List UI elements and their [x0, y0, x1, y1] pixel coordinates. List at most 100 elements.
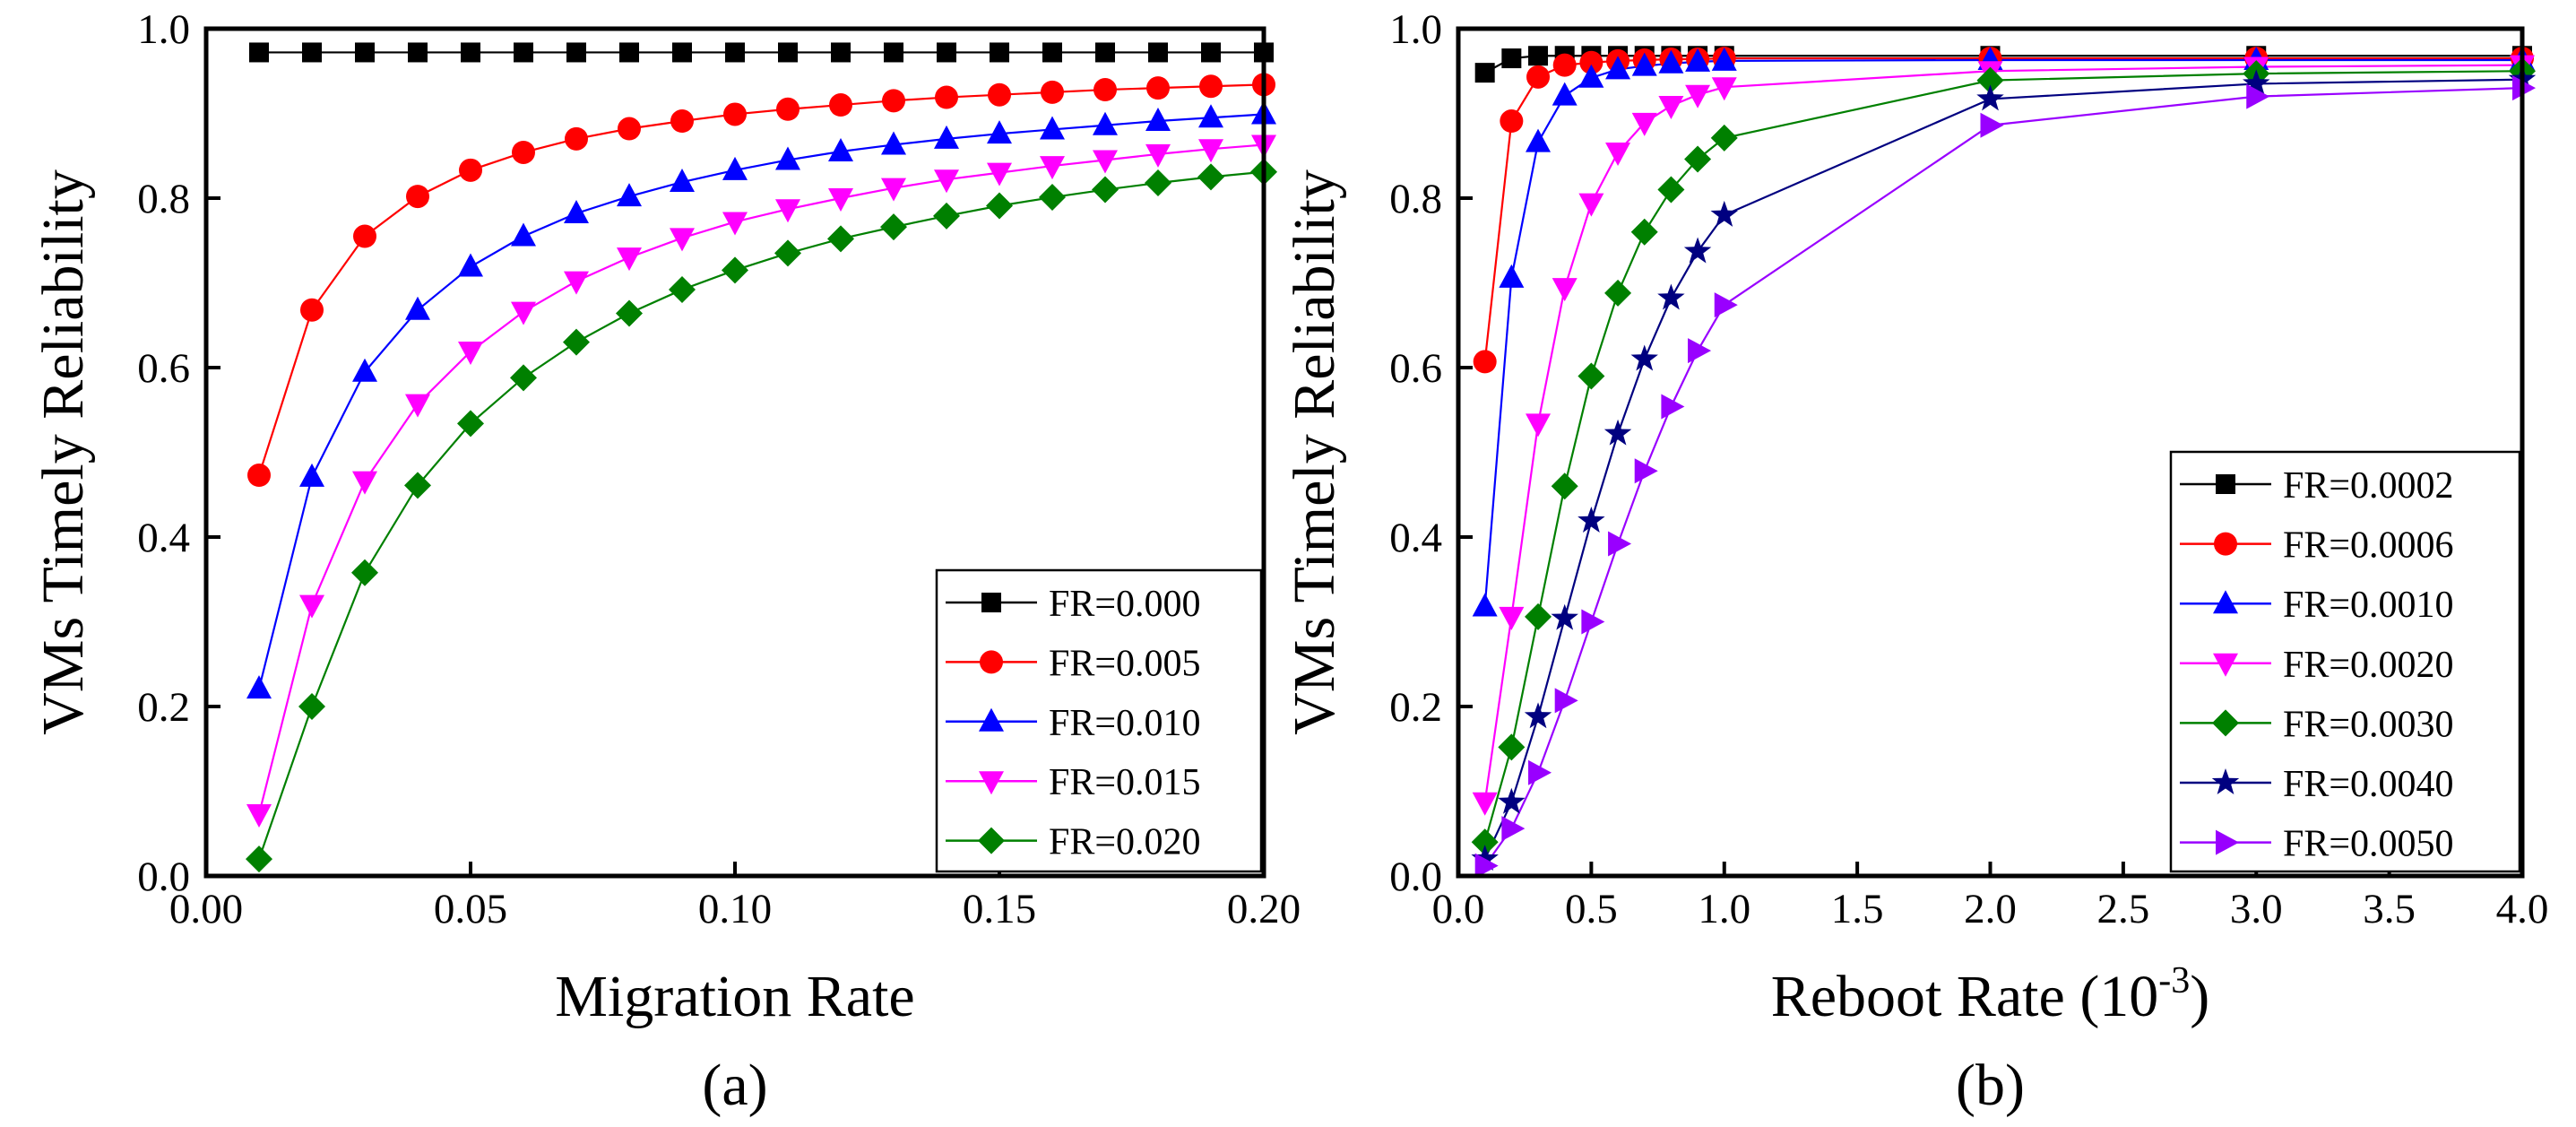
- data-point: [829, 93, 852, 117]
- x-tick-label: 2.0: [1964, 886, 2017, 932]
- data-point: [987, 120, 1012, 144]
- data-point: [1630, 218, 1658, 246]
- x-tick-label: 0.5: [1565, 886, 1618, 932]
- data-point: [246, 675, 272, 699]
- data-point: [1474, 853, 1499, 879]
- x-tick-label: 1.5: [1831, 886, 1884, 932]
- data-point: [722, 256, 748, 284]
- y-tick-label: 1.0: [137, 6, 190, 53]
- data-point: [987, 162, 1012, 186]
- y-tick-label: 0.6: [1389, 345, 1442, 392]
- data-point: [1498, 787, 1526, 814]
- data-point: [828, 188, 853, 212]
- data-point: [1685, 84, 1711, 108]
- legend-label: FR=0.0030: [2283, 704, 2454, 745]
- data-point: [1197, 163, 1224, 191]
- data-point: [299, 594, 324, 619]
- data-point: [1472, 792, 1498, 816]
- data-point: [774, 239, 801, 267]
- data-point: [1578, 507, 1605, 533]
- panel-b-chart: 0.0 0.5 1.0 1.5 2.0 2.5 3.0 3.5 4.0 0.0 0.2 0.4 0.6 0…: [1282, 6, 2548, 1118]
- y-tick-label: 0.2: [1389, 684, 1442, 731]
- data-point: [1630, 344, 1658, 371]
- data-point: [511, 222, 536, 247]
- legend-entry: FR=0.010: [946, 703, 1201, 744]
- data-point: [565, 126, 588, 151]
- data-point: [1199, 74, 1223, 99]
- data-point: [247, 464, 271, 488]
- data-point: [988, 82, 1011, 107]
- data-point: [937, 42, 956, 63]
- data-point: [512, 140, 535, 164]
- panel-a-chart: 0.00 0.05 0.10 0.15 0.20 0.0 0.2 0.4 0.6 0.8 1.0 Mi…: [30, 6, 1301, 1118]
- data-point: [1501, 48, 1522, 69]
- data-point: [1198, 139, 1223, 163]
- y-tick-label: 0.2: [137, 684, 190, 731]
- legend-label: FR=0.0050: [2283, 824, 2454, 865]
- x-axis-title: Reboot Rate (10-3): [1771, 960, 2210, 1029]
- x-tick-label: 0.05: [434, 886, 507, 932]
- legend-entry: FR=0.0040: [2180, 764, 2454, 805]
- data-point: [672, 42, 692, 63]
- data-point: [1528, 46, 1549, 66]
- legend-label: FR=0.0020: [2283, 645, 2454, 686]
- data-point: [1658, 95, 1684, 119]
- data-point: [881, 131, 906, 155]
- data-point: [352, 471, 377, 495]
- legend-entry: FR=0.020: [946, 822, 1201, 863]
- data-point: [458, 253, 483, 277]
- legend-label: FR=0.0002: [2283, 465, 2454, 507]
- legend-entry: FR=0.0020: [2180, 645, 2454, 686]
- legend-marker: [981, 593, 1001, 612]
- data-point: [618, 117, 641, 141]
- data-point: [1526, 128, 1552, 152]
- data-point: [1471, 845, 1499, 871]
- legend-label: FR=0.010: [1049, 703, 1201, 744]
- panel-label: (a): [702, 1053, 767, 1118]
- data-point: [1605, 56, 1631, 80]
- data-point: [355, 42, 375, 63]
- data-point: [617, 247, 642, 272]
- data-point: [1528, 759, 1552, 785]
- data-point: [1711, 47, 1737, 71]
- legend-entry: FR=0.0006: [2180, 525, 2454, 567]
- data-point: [249, 42, 269, 63]
- data-point: [617, 183, 642, 207]
- data-point: [1501, 816, 1526, 842]
- data-point: [1526, 413, 1552, 438]
- data-point: [934, 169, 959, 194]
- data-point: [1605, 142, 1631, 166]
- legend-marker: [2214, 532, 2237, 556]
- data-point: [1148, 42, 1168, 63]
- x-tick-label: 3.0: [2230, 886, 2283, 932]
- data-point: [1976, 66, 2004, 94]
- legend-entry: FR=0.0050: [2180, 824, 2454, 865]
- data-point: [725, 42, 745, 63]
- data-point: [1551, 472, 1578, 500]
- data-point: [722, 156, 748, 180]
- legend-marker: [979, 707, 1004, 732]
- data-point: [458, 342, 483, 366]
- legend-entry: FR=0.0030: [2180, 704, 2454, 745]
- data-point: [1685, 48, 1711, 72]
- data-point: [882, 89, 905, 113]
- y-axis-title: VMs Timely Reliability: [30, 169, 96, 735]
- x-tick-label: 0.00: [169, 886, 243, 932]
- data-point: [1145, 169, 1171, 196]
- data-point: [1093, 111, 1118, 135]
- data-point: [564, 271, 589, 295]
- data-point: [1683, 237, 1712, 264]
- data-point: [1578, 362, 1605, 390]
- data-point: [881, 178, 906, 202]
- data-point: [1526, 65, 1551, 89]
- data-point: [1578, 64, 1604, 88]
- y-tick-label: 1.0: [1389, 6, 1442, 53]
- y-axis-title: VMs Timely Reliability: [1282, 169, 1347, 735]
- data-point: [1042, 42, 1062, 63]
- data-point: [1145, 143, 1171, 168]
- legend-marker: [2211, 768, 2240, 794]
- data-point: [1094, 78, 1117, 102]
- data-point: [1552, 53, 1577, 77]
- legend-label: FR=0.000: [1049, 584, 1201, 625]
